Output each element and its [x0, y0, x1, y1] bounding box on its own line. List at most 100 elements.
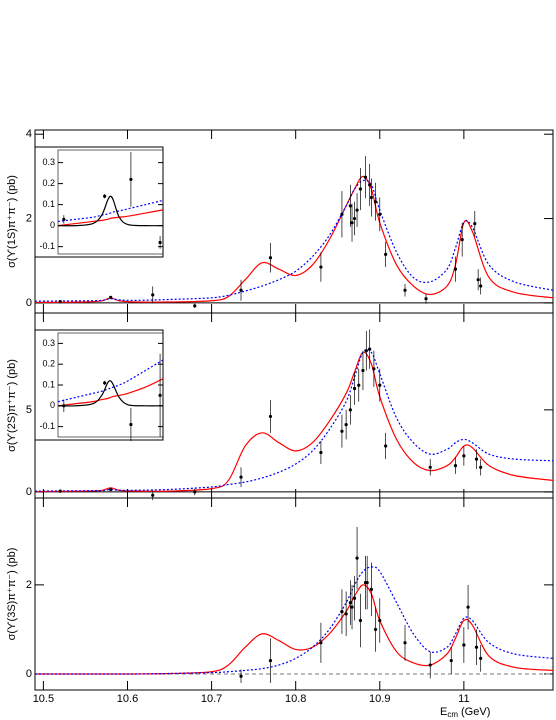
- inset-frame: [34, 329, 164, 441]
- data-point: [348, 204, 352, 208]
- data-point: [239, 475, 243, 479]
- data-point: [449, 658, 453, 663]
- data-point: [340, 429, 344, 433]
- data-point: [103, 194, 107, 198]
- data-point: [151, 293, 155, 297]
- fit-curve: [57, 195, 164, 227]
- fit-curve: [57, 199, 164, 223]
- inset-frame: [34, 146, 164, 258]
- data-point: [476, 278, 480, 282]
- data-point: [368, 183, 372, 187]
- fit-curve: [34, 348, 554, 492]
- data-point: [193, 304, 197, 308]
- data-point: [368, 347, 372, 351]
- x-tick-label: 10.6: [117, 693, 138, 705]
- data-point: [474, 457, 479, 461]
- y-tick-label: 0.1: [42, 199, 55, 209]
- data-point: [384, 444, 388, 448]
- x-label-main: E: [440, 706, 447, 718]
- panel: 0 5 σ(ϒ(2S)π⁺π⁻) (pb) -0.1 0 0.1 0.2 0.3: [6, 312, 554, 501]
- data-point: [109, 295, 113, 299]
- inset-plot-frame: [57, 149, 164, 255]
- data-point: [355, 208, 359, 212]
- data-point: [319, 450, 323, 455]
- data-point: [340, 212, 344, 216]
- y-tick-label: 0: [26, 486, 32, 498]
- data-point: [466, 605, 470, 609]
- y-tick-label: 0: [50, 220, 55, 230]
- y-tick-label: 0: [50, 400, 55, 410]
- y-tick-label: 2: [26, 579, 32, 591]
- fit-curve: [57, 380, 164, 407]
- data-point: [473, 222, 477, 226]
- data-point: [103, 381, 107, 385]
- data-point: [358, 618, 363, 623]
- data-point: [268, 414, 273, 419]
- data-point: [319, 265, 323, 269]
- data-point: [348, 408, 352, 412]
- y-tick-label: 4: [26, 128, 32, 140]
- fit-curve: [34, 179, 554, 302]
- plot-frame: [34, 497, 554, 691]
- inset: -0.1 0 0.1 0.2 0.3: [34, 329, 164, 442]
- fit-curve: [35, 584, 554, 675]
- data-point: [193, 490, 197, 494]
- data-point: [378, 618, 382, 623]
- y-tick-label: 0.1: [42, 379, 55, 389]
- data-point: [348, 601, 352, 605]
- x-tick-label: 10.8: [285, 693, 306, 705]
- data-point: [340, 609, 344, 614]
- y-tick-label: -0.1: [39, 421, 55, 431]
- data-point: [352, 596, 357, 600]
- data-point: [268, 658, 273, 663]
- data-point: [384, 252, 388, 256]
- data-point: [369, 195, 373, 200]
- y-tick-label: 2: [26, 212, 32, 224]
- panel: 0 2 10.5 10.6 10.7 10.8 10.9 11 σ(ϒ(3S)π⁺π⁻) (pb…: [6, 497, 554, 705]
- data-point: [62, 217, 66, 221]
- data-point: [453, 267, 458, 271]
- data-point: [479, 656, 483, 660]
- data-point: [151, 493, 155, 497]
- data-point: [479, 284, 483, 288]
- data-point: [344, 612, 348, 616]
- data-point: [364, 349, 368, 353]
- data-point: [352, 216, 357, 221]
- data-point: [129, 422, 133, 427]
- data-point: [350, 221, 354, 225]
- x-label-unit: (GeV): [461, 706, 490, 718]
- data-point: [403, 641, 407, 645]
- y-tick-label: 0.3: [42, 157, 55, 167]
- data-point: [373, 627, 378, 632]
- x-axis-label: Ecm (GeV): [440, 706, 490, 719]
- fit-curve: [57, 378, 164, 407]
- x-tick-label: 10.7: [201, 693, 222, 705]
- data-point: [109, 487, 113, 492]
- data-point: [365, 581, 369, 585]
- data-point: [58, 300, 62, 304]
- data-point: [355, 556, 359, 560]
- data-point: [344, 423, 348, 427]
- fit-curve: [34, 351, 554, 493]
- data-point: [462, 454, 466, 458]
- data-point: [357, 383, 361, 387]
- x-tick-label: 10.5: [33, 693, 54, 705]
- y-axis-label: σ(ϒ(1S)π⁺π⁻) (pb): [6, 175, 18, 268]
- y-tick-label: 0: [26, 668, 32, 680]
- data-point: [62, 404, 66, 408]
- data-point: [350, 605, 354, 609]
- data-point: [158, 240, 162, 245]
- fit-curve: [35, 566, 554, 675]
- y-tick-label: 0.3: [42, 338, 55, 348]
- data-point: [268, 256, 273, 260]
- data-point: [479, 465, 483, 469]
- data-point: [352, 386, 357, 391]
- data-point: [378, 212, 382, 216]
- y-tick-label: 0.2: [42, 178, 55, 188]
- y-tick-label: 0.2: [42, 359, 55, 369]
- panel: 0 2 4 σ(ϒ(1S)π⁺π⁻) (pb) -0.1 0 0.1 0.2 0.3: [6, 128, 554, 314]
- data-point: [460, 238, 464, 242]
- inset: -0.1 0 0.1 0.2 0.3: [34, 146, 164, 258]
- data-point: [428, 465, 432, 469]
